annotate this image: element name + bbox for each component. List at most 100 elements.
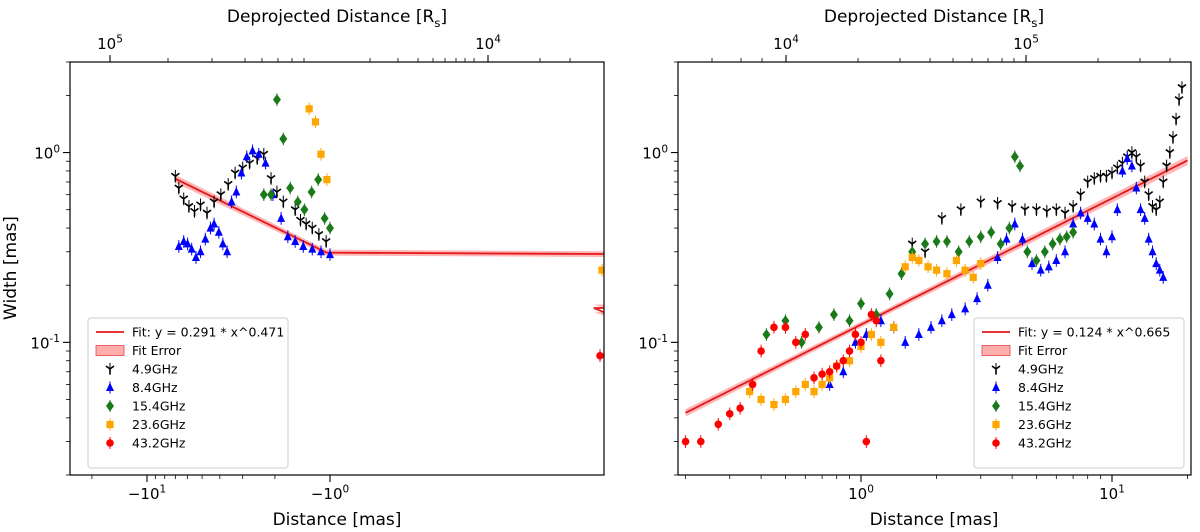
data-point bbox=[932, 235, 941, 247]
y-tick-label: 100​ bbox=[34, 143, 60, 162]
legend-marker-15.4GHz bbox=[106, 400, 114, 412]
data-point bbox=[301, 220, 311, 230]
data-point bbox=[1144, 191, 1154, 200]
data-point bbox=[1020, 206, 1030, 215]
data-point bbox=[885, 288, 894, 300]
x-tick-label: −100​ bbox=[311, 484, 349, 503]
data-point bbox=[976, 198, 986, 207]
data-point bbox=[272, 188, 282, 197]
data-point bbox=[977, 259, 985, 268]
data-point bbox=[1023, 246, 1032, 258]
right-xlabel: Distance [mas] bbox=[870, 510, 999, 530]
data-point bbox=[300, 204, 309, 216]
data-point bbox=[191, 252, 200, 261]
legend-label-4.9GHz: 4.9GHz bbox=[132, 362, 178, 377]
top-x-tick-label: 104​ bbox=[773, 34, 799, 53]
left-axes-frame bbox=[69, 61, 605, 476]
data-point bbox=[1027, 258, 1036, 268]
legend-label-23.6GHz: 23.6GHz bbox=[1018, 417, 1072, 432]
legend-fit-label: Fit: y = 0.291 * x^0.471 bbox=[132, 325, 284, 340]
data-point bbox=[716, 254, 723, 261]
data-point bbox=[757, 395, 765, 404]
legend-marker-4.9GHz bbox=[991, 365, 1001, 374]
data-point bbox=[741, 282, 748, 289]
data-point bbox=[232, 186, 241, 196]
data-point bbox=[781, 315, 790, 327]
data-point bbox=[227, 196, 236, 206]
data-point bbox=[1083, 178, 1093, 187]
data-point bbox=[947, 309, 956, 319]
legend-marker-23.6GHz bbox=[992, 420, 1000, 429]
data-point bbox=[832, 362, 841, 370]
data-point bbox=[314, 174, 323, 186]
data-point bbox=[1107, 169, 1117, 179]
data-point bbox=[1127, 160, 1136, 170]
data-point bbox=[1062, 231, 1071, 243]
data-point bbox=[725, 410, 734, 418]
series-43.2GHz bbox=[681, 308, 885, 448]
data-point bbox=[320, 212, 329, 224]
data-point bbox=[818, 370, 826, 378]
data-point bbox=[976, 231, 985, 243]
data-point bbox=[1016, 160, 1025, 172]
y-tick-label: 10-1​ bbox=[30, 333, 60, 352]
data-point bbox=[1060, 209, 1070, 219]
data-point bbox=[1010, 219, 1019, 228]
legend-marker-4.9GHz bbox=[105, 365, 115, 374]
data-point bbox=[201, 234, 210, 243]
data-point bbox=[961, 266, 969, 274]
data-point bbox=[1131, 153, 1141, 162]
data-point bbox=[1055, 233, 1064, 245]
plot-clip-group bbox=[170, 93, 923, 396]
data-point bbox=[1171, 115, 1181, 125]
data-point bbox=[279, 133, 288, 145]
data-point bbox=[1155, 265, 1164, 274]
data-point bbox=[1158, 178, 1168, 187]
data-point bbox=[1112, 164, 1122, 173]
data-point bbox=[987, 226, 996, 238]
data-point bbox=[810, 388, 818, 396]
data-point bbox=[323, 176, 331, 184]
data-point bbox=[210, 219, 219, 228]
data-point bbox=[983, 280, 992, 289]
data-point bbox=[1123, 153, 1132, 163]
data-point bbox=[1002, 234, 1011, 243]
data-point bbox=[797, 336, 806, 348]
data-point bbox=[1159, 272, 1168, 281]
data-point bbox=[1010, 151, 1019, 163]
legend-error-swatch bbox=[981, 345, 1011, 356]
legend-error-label: Fit Error bbox=[1018, 343, 1068, 358]
data-point bbox=[716, 280, 724, 291]
data-point bbox=[872, 316, 881, 325]
data-point bbox=[202, 209, 212, 219]
data-point bbox=[1061, 246, 1070, 256]
data-point bbox=[604, 388, 612, 396]
data-point bbox=[943, 270, 951, 278]
data-point bbox=[618, 281, 626, 289]
plot-clip-group bbox=[681, 81, 1188, 448]
y-tick-label: 10-1​ bbox=[638, 333, 668, 352]
right-top-xlabel: Deprojected Distance [Rs​] bbox=[824, 7, 1044, 30]
data-point bbox=[1083, 213, 1092, 222]
right-axes-frame bbox=[677, 61, 1192, 476]
data-point bbox=[266, 174, 276, 184]
data-point bbox=[1102, 246, 1111, 256]
data-point bbox=[1044, 261, 1053, 271]
data-point bbox=[170, 172, 180, 182]
data-point bbox=[810, 374, 818, 382]
data-point bbox=[1101, 172, 1111, 182]
data-point bbox=[736, 404, 744, 412]
fit-error-band bbox=[175, 174, 604, 316]
data-point bbox=[317, 150, 325, 158]
data-point bbox=[1165, 148, 1175, 158]
data-point bbox=[316, 246, 325, 256]
data-point bbox=[956, 206, 966, 215]
data-point bbox=[196, 201, 205, 210]
data-point bbox=[890, 323, 898, 331]
legend-error-swatch bbox=[95, 345, 125, 356]
top-x-tick-label: 105​ bbox=[97, 34, 123, 53]
data-point bbox=[825, 367, 834, 376]
data-point bbox=[942, 235, 951, 247]
data-point bbox=[307, 224, 317, 234]
data-point bbox=[916, 267, 923, 274]
